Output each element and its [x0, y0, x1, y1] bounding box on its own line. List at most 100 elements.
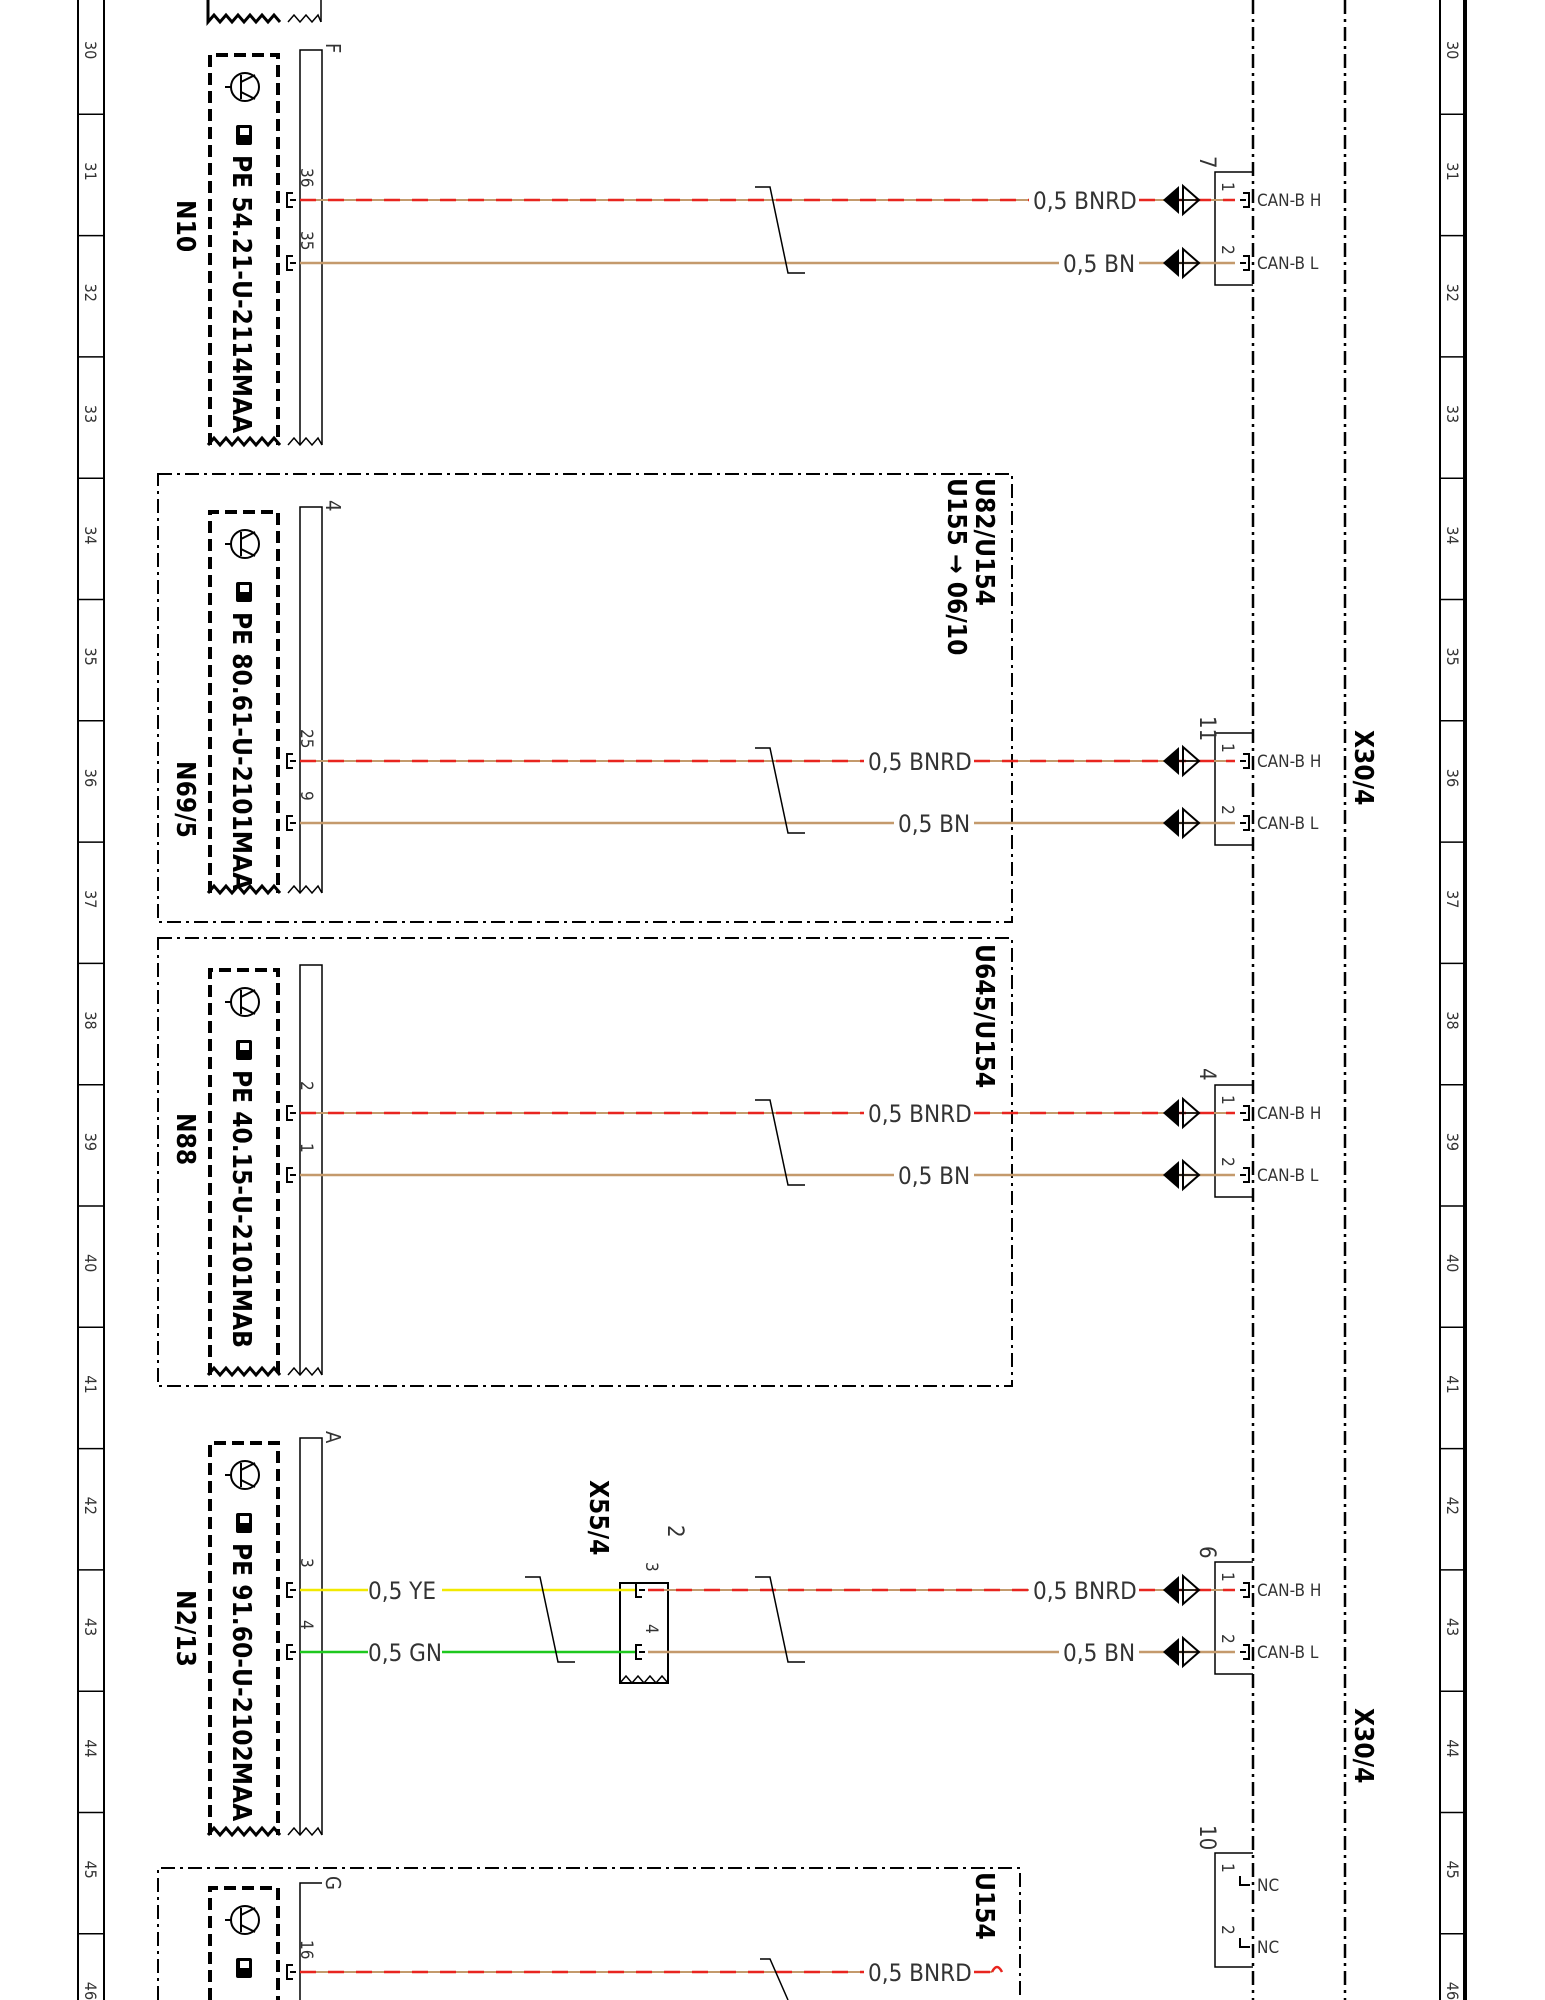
pin-number: 1	[296, 1143, 316, 1153]
wire-can-high: 3 0,5 YE 0,5 BNRD 1 CAN-B H	[286, 1558, 1321, 1607]
ruler-row-number: 42	[1443, 1497, 1462, 1515]
bus-pin-number: 2	[1217, 805, 1237, 815]
signal-label: CAN-B L	[1257, 254, 1319, 274]
wire-can-low: 35 0,5 BN 2 CAN-B L	[286, 231, 1319, 280]
module-bottom: G 16 0,5 BNRD	[208, 1876, 1004, 2000]
wire-label: 0,5 BNRD	[868, 1100, 972, 1128]
bus-pin-number: 1	[1217, 182, 1237, 192]
module-n69-5: 4 PE 80.61-U-2101MAA N69/5 11 25 0,5 BNRD 1 CAN…	[170, 500, 1321, 896]
right-ruler	[1439, 0, 1467, 2000]
pin-number: 35	[296, 231, 316, 250]
pin-number: 36	[296, 168, 316, 187]
bus-group-number: 11	[1194, 716, 1219, 741]
wire-label: 0,5 BNRD	[1033, 187, 1137, 215]
enclosure-n88	[157, 937, 1013, 1387]
document-reference-icon	[236, 1513, 252, 1533]
document-reference-icon	[236, 582, 252, 602]
bus-group-number: 4	[1194, 1068, 1219, 1081]
ruler-row-number: 41	[1443, 1375, 1462, 1393]
ruler-row-number: 41	[81, 1375, 100, 1393]
wire-label: 0,5 BNRD	[868, 748, 972, 776]
ruler-row-number: 46	[81, 1982, 100, 2000]
svg-text:4: 4	[641, 1624, 661, 1634]
document-reference-icon	[236, 1958, 252, 1978]
ruler-row-number: 32	[1443, 284, 1462, 302]
inline-connector-x55-4: X55/4 2 3 4	[583, 1480, 687, 1685]
pin-number: 9	[296, 791, 316, 801]
module-id: N69/5	[170, 761, 200, 838]
ecu-symbol-icon	[225, 987, 260, 1017]
wire-can-low: 9 0,5 BN 2 CAN-B L	[286, 791, 1319, 840]
pin-number: 16	[296, 1940, 316, 1959]
module-n10: F PE 54.21-U-2114MAA N10 7 36 0,5 BNRD 1 CAN-B …	[170, 43, 1321, 448]
bus-pin-number: 1	[1217, 1095, 1237, 1105]
pin-number: 25	[296, 729, 316, 748]
bus-connector-label-1: X30/4	[1348, 730, 1378, 805]
connector-letter: G	[321, 1876, 345, 1890]
bus-connector-label-2: X30/4	[1348, 1708, 1378, 1783]
part-reference: PE 54.21-U-2114MAA	[226, 155, 256, 433]
ruler-row-number: 37	[81, 890, 100, 908]
ruler-row-number: 42	[81, 1497, 100, 1515]
enclosure-label-u155: U155 → 06/10	[941, 478, 971, 655]
ruler-row-number: 35	[81, 648, 100, 666]
svg-text:2: 2	[662, 1525, 687, 1538]
ruler-row-number: 37	[1443, 890, 1462, 908]
enclosure-label-u645: U645/U154	[969, 944, 999, 1088]
ruler-row-number: 45	[81, 1861, 100, 1879]
module-n2-13: A PE 91.60-U-2102MAA N2/13 6 3 0,5 YE 0,5 BNRD…	[170, 1431, 1321, 1838]
wire-can-low: 1 0,5 BN 2 CAN-B L	[286, 1143, 1319, 1192]
module-id: N2/13	[170, 1590, 200, 1667]
bus-group-number: 6	[1194, 1546, 1219, 1559]
module-n88: PE 40.15-U-2101MAB N88 4 2 0,5 BNRD 1 CAN-B H 1…	[170, 964, 1321, 1378]
ecu-symbol-icon	[225, 1905, 260, 1935]
ruler-row-number: 36	[1443, 769, 1462, 787]
svg-text:NC: NC	[1257, 1938, 1279, 1958]
ruler-row-number: 45	[1443, 1861, 1462, 1879]
ruler-row-number: 36	[81, 769, 100, 787]
signal-label: CAN-B H	[1257, 752, 1321, 772]
svg-text:1: 1	[1217, 1863, 1237, 1873]
ruler-row-number: 38	[81, 1011, 100, 1029]
ecu-symbol-icon	[225, 1460, 260, 1490]
ruler-row-number: 32	[81, 284, 100, 302]
ruler-row-number: 35	[1443, 648, 1462, 666]
ruler-row-number: 33	[81, 405, 100, 423]
connector-letter: F	[321, 43, 345, 53]
svg-text:NC: NC	[1257, 1876, 1279, 1896]
module-id: N10	[170, 200, 200, 252]
ruler-row-number: 46	[1443, 1982, 1462, 2000]
wire-can-high: 2 0,5 BNRD 1 CAN-B H	[286, 1081, 1321, 1130]
bus-pin-number: 2	[1217, 1634, 1237, 1644]
svg-text:10: 10	[1194, 1825, 1219, 1850]
wire-label: 0,5 BN	[1063, 250, 1135, 278]
ruler-row-number: 40	[81, 1254, 100, 1272]
wire-label: 0,5 BN	[1063, 1639, 1135, 1667]
part-reference: PE 91.60-U-2102MAA	[226, 1543, 256, 1821]
signal-label: CAN-B L	[1257, 1166, 1319, 1186]
ruler-row-number: 33	[1443, 405, 1462, 423]
wire-label: 0,5 BNRD	[1033, 1577, 1137, 1605]
connector-letter: 4	[321, 500, 345, 511]
enclosure-label-u82: U82/U154	[969, 478, 999, 606]
signal-label: CAN-B H	[1257, 191, 1321, 211]
ecu-symbol-icon	[225, 529, 260, 559]
connector-letter: A	[321, 1431, 345, 1444]
wire-label: 0,5 BNRD	[868, 1959, 972, 1987]
ruler-row-number: 34	[81, 526, 100, 544]
ruler-row-number: 34	[1443, 526, 1462, 544]
wire-label: 0,5 BN	[898, 1162, 970, 1190]
wire-can-high: 25 0,5 BNRD 1 CAN-B H	[286, 729, 1321, 778]
bus-pin-number: 1	[1217, 743, 1237, 753]
enclosure-bottom	[157, 1867, 1021, 2000]
wire-label: 0,5 YE	[368, 1577, 436, 1605]
wire-label: 0,5 BN	[898, 810, 970, 838]
signal-label: CAN-B H	[1257, 1104, 1321, 1124]
wire-label: 0,5 GN	[368, 1639, 442, 1667]
document-reference-icon	[236, 125, 252, 145]
spare-connector-group: 10 1 2 NC NC	[1194, 1825, 1279, 1968]
wire-can-high: 36 0,5 BNRD 1 CAN-B H	[286, 168, 1321, 217]
ruler-row-number: 31	[81, 162, 100, 180]
pin-number: 3	[296, 1558, 316, 1568]
